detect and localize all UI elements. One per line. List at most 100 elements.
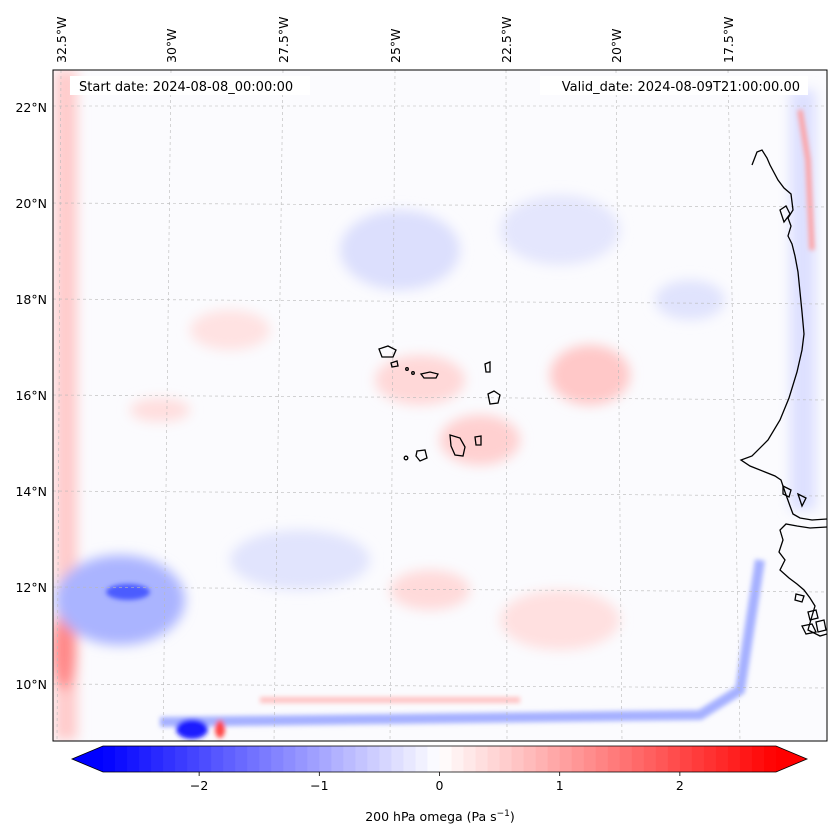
colorbar-extend-min xyxy=(72,746,103,772)
negative-patch-southwest xyxy=(55,555,185,645)
colorbar-cell xyxy=(175,746,188,772)
colorbar-cell xyxy=(703,746,717,772)
lon-label-17-5w: 17.5°W xyxy=(721,17,736,63)
colorbar-cell xyxy=(415,746,429,772)
colorbar-cell xyxy=(319,746,332,772)
lat-label-18n: 18°N xyxy=(15,292,47,307)
east-boundary-negative xyxy=(790,90,816,510)
negative-patch-south xyxy=(230,530,370,590)
colorbar-cell xyxy=(751,746,765,772)
gridline-lon-30 xyxy=(162,70,172,741)
positive-patch-central xyxy=(375,355,465,405)
colorbar-cell xyxy=(127,746,140,772)
lon-label-27-5w: 27.5°W xyxy=(276,17,291,63)
colorbar-cell xyxy=(715,746,729,772)
colorbar-cell xyxy=(391,746,405,772)
colorbar-cell xyxy=(523,746,537,772)
colorbar-cell xyxy=(223,746,236,772)
colorbar-cell xyxy=(271,746,284,772)
lat-label-14n: 14°N xyxy=(15,484,47,499)
colorbar: −2 −1 0 1 2 200 hPa omega (Pa s−1) xyxy=(70,745,809,824)
colorbar-tick-label: 0 xyxy=(436,778,444,793)
island-sao-vicente xyxy=(390,360,399,368)
negative-patch-northeast xyxy=(500,195,620,265)
colorbar-cell xyxy=(763,746,777,772)
colorbar-cell xyxy=(259,746,272,772)
colorbar-cell xyxy=(163,746,176,772)
gridline-lon-20 xyxy=(615,70,623,741)
east-boundary-positive-streak xyxy=(797,109,815,251)
colorbar-cell xyxy=(403,746,417,772)
colorbar-cell xyxy=(187,746,200,772)
strong-negative-cell xyxy=(176,719,208,739)
colorbar-cell xyxy=(343,746,356,772)
colorbar-extend-max xyxy=(776,746,807,772)
start-date-text: Start date: 2024-08-08_00:00:00 xyxy=(79,80,293,95)
bijagos-island-3 xyxy=(801,623,817,635)
colorbar-label-main: 200 hPa omega (Pa s xyxy=(365,809,496,824)
positive-patch-south-central xyxy=(390,570,470,610)
colorbar-cell xyxy=(571,746,585,772)
colorbar-cell xyxy=(559,746,573,772)
colorbar-cell xyxy=(607,746,621,772)
colorbar-cell xyxy=(487,746,501,772)
omega-field xyxy=(53,70,816,740)
island-sao-nicolau xyxy=(419,371,439,379)
colorbar-cell xyxy=(439,746,453,772)
colorbar-cell xyxy=(115,746,128,772)
colorbar-cell xyxy=(583,746,597,772)
island-sal xyxy=(484,361,491,373)
west-boundary-strong-positive xyxy=(53,610,76,690)
island-boa-vista xyxy=(487,390,501,405)
colorbar-cell xyxy=(211,746,224,772)
omega-sharp-features xyxy=(106,109,815,739)
bijagos-island-4 xyxy=(815,619,827,633)
island-fogo xyxy=(415,449,428,462)
colorbar-cell xyxy=(595,746,609,772)
colorbar-cell xyxy=(655,746,669,772)
coastline-inlet xyxy=(796,492,807,508)
graticule xyxy=(53,70,827,741)
colorbar-label-close: ) xyxy=(510,809,515,824)
gridline-lon-25 xyxy=(389,70,396,741)
gridline-lon-27-5 xyxy=(273,70,284,741)
colorbar-cell xyxy=(379,746,393,772)
colorbar-cell xyxy=(727,746,741,772)
colorbar-cell xyxy=(499,746,513,772)
colorbar-outline xyxy=(70,745,809,773)
strong-positive-cell xyxy=(215,720,225,738)
colorbar-label-exponent: −1 xyxy=(497,809,510,819)
valid-date-text: Valid_date: 2024-08-09T21:00:00.00 xyxy=(562,80,800,95)
colorbar-tick-label: −1 xyxy=(310,778,328,793)
colorbar-cell xyxy=(199,746,212,772)
coastline-banc-arguin xyxy=(779,205,791,224)
colorbar-cell xyxy=(631,746,645,772)
cape-verde-islands xyxy=(378,345,501,462)
positive-patch-east xyxy=(550,345,630,405)
lat-label-20n: 20°N xyxy=(15,196,47,211)
coastline-cap-vert xyxy=(782,484,792,498)
bijagos-island-2 xyxy=(807,609,819,621)
island-santo-antao xyxy=(378,345,397,358)
lon-label-25w: 25°W xyxy=(388,28,403,63)
island-maio xyxy=(474,435,482,446)
positive-patch-southeast xyxy=(500,590,620,650)
island-brava xyxy=(403,455,409,461)
lon-label-20w: 20°W xyxy=(609,28,624,63)
island-santa-luzia xyxy=(405,367,409,371)
negative-core-southwest xyxy=(106,584,150,600)
colorbar-cell xyxy=(235,746,248,772)
colorbar-label: 200 hPa omega (Pa s−1) xyxy=(365,809,515,824)
lon-label-22-5w: 22.5°W xyxy=(499,17,514,63)
colorbar-cell xyxy=(739,746,753,772)
colorbar-cell xyxy=(547,746,561,772)
positive-streak xyxy=(130,398,190,422)
negative-patch-coast xyxy=(655,280,725,320)
omega-broad-features xyxy=(53,70,816,740)
colorbar-cell xyxy=(367,746,381,772)
colorbar-cell xyxy=(103,746,116,772)
colorbar-cell xyxy=(463,746,477,772)
west-africa-coastline xyxy=(739,149,827,637)
